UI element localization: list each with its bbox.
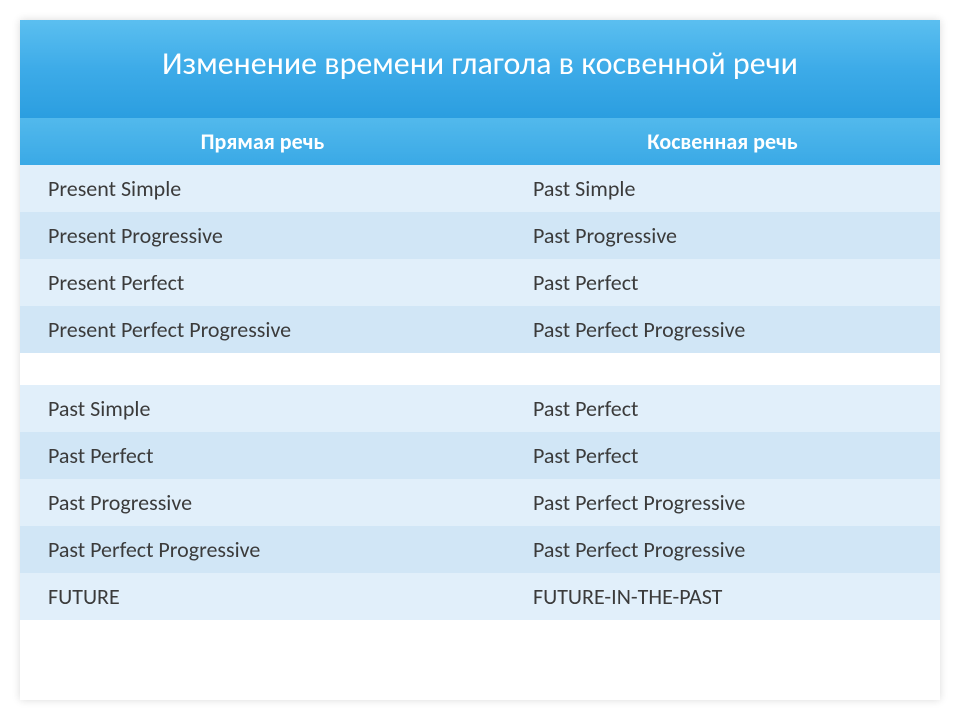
- cell-reported: FUTURE-IN-THE-PAST: [505, 573, 940, 620]
- tense-table: Прямая речь Косвенная речь Present Simpl…: [20, 118, 940, 620]
- cell-direct: Past Perfect: [20, 432, 505, 479]
- cell-reported: Past Perfect: [505, 432, 940, 479]
- cell-reported: Past Simple: [505, 165, 940, 212]
- cell-direct: Present Perfect Progressive: [20, 306, 505, 353]
- table-row: Past Perfect Past Perfect: [20, 432, 940, 479]
- table-header-row: Прямая речь Косвенная речь: [20, 118, 940, 165]
- table-row: FUTURE FUTURE-IN-THE-PAST: [20, 573, 940, 620]
- table-row: Present Perfect Progressive Past Perfect…: [20, 306, 940, 353]
- cell-direct: Past Progressive: [20, 479, 505, 526]
- tense-table-wrap: Прямая речь Косвенная речь Present Simpl…: [20, 118, 940, 620]
- cell-reported: Past Perfect Progressive: [505, 306, 940, 353]
- slide: Изменение времени глагола в косвенной ре…: [20, 20, 940, 700]
- cell-reported: Past Perfect Progressive: [505, 479, 940, 526]
- cell-reported: Past Perfect: [505, 385, 940, 432]
- table-row: Present Perfect Past Perfect: [20, 259, 940, 306]
- cell-reported: Past Perfect: [505, 259, 940, 306]
- table-gap-row: [20, 353, 940, 385]
- header-direct-speech: Прямая речь: [20, 118, 505, 165]
- cell-reported: Past Perfect Progressive: [505, 526, 940, 573]
- table-row: Past Perfect Progressive Past Perfect Pr…: [20, 526, 940, 573]
- cell-direct: Past Perfect Progressive: [20, 526, 505, 573]
- cell-direct: Past Simple: [20, 385, 505, 432]
- cell-direct: Present Simple: [20, 165, 505, 212]
- cell-direct: Present Perfect: [20, 259, 505, 306]
- table-row: Past Progressive Past Perfect Progressiv…: [20, 479, 940, 526]
- cell-direct: FUTURE: [20, 573, 505, 620]
- cell-reported: Past Progressive: [505, 212, 940, 259]
- header-reported-speech: Косвенная речь: [505, 118, 940, 165]
- slide-title: Изменение времени глагола в косвенной ре…: [20, 20, 940, 118]
- cell-direct: Present Progressive: [20, 212, 505, 259]
- table-row: Past Simple Past Perfect: [20, 385, 940, 432]
- table-row: Present Progressive Past Progressive: [20, 212, 940, 259]
- table-row: Present Simple Past Simple: [20, 165, 940, 212]
